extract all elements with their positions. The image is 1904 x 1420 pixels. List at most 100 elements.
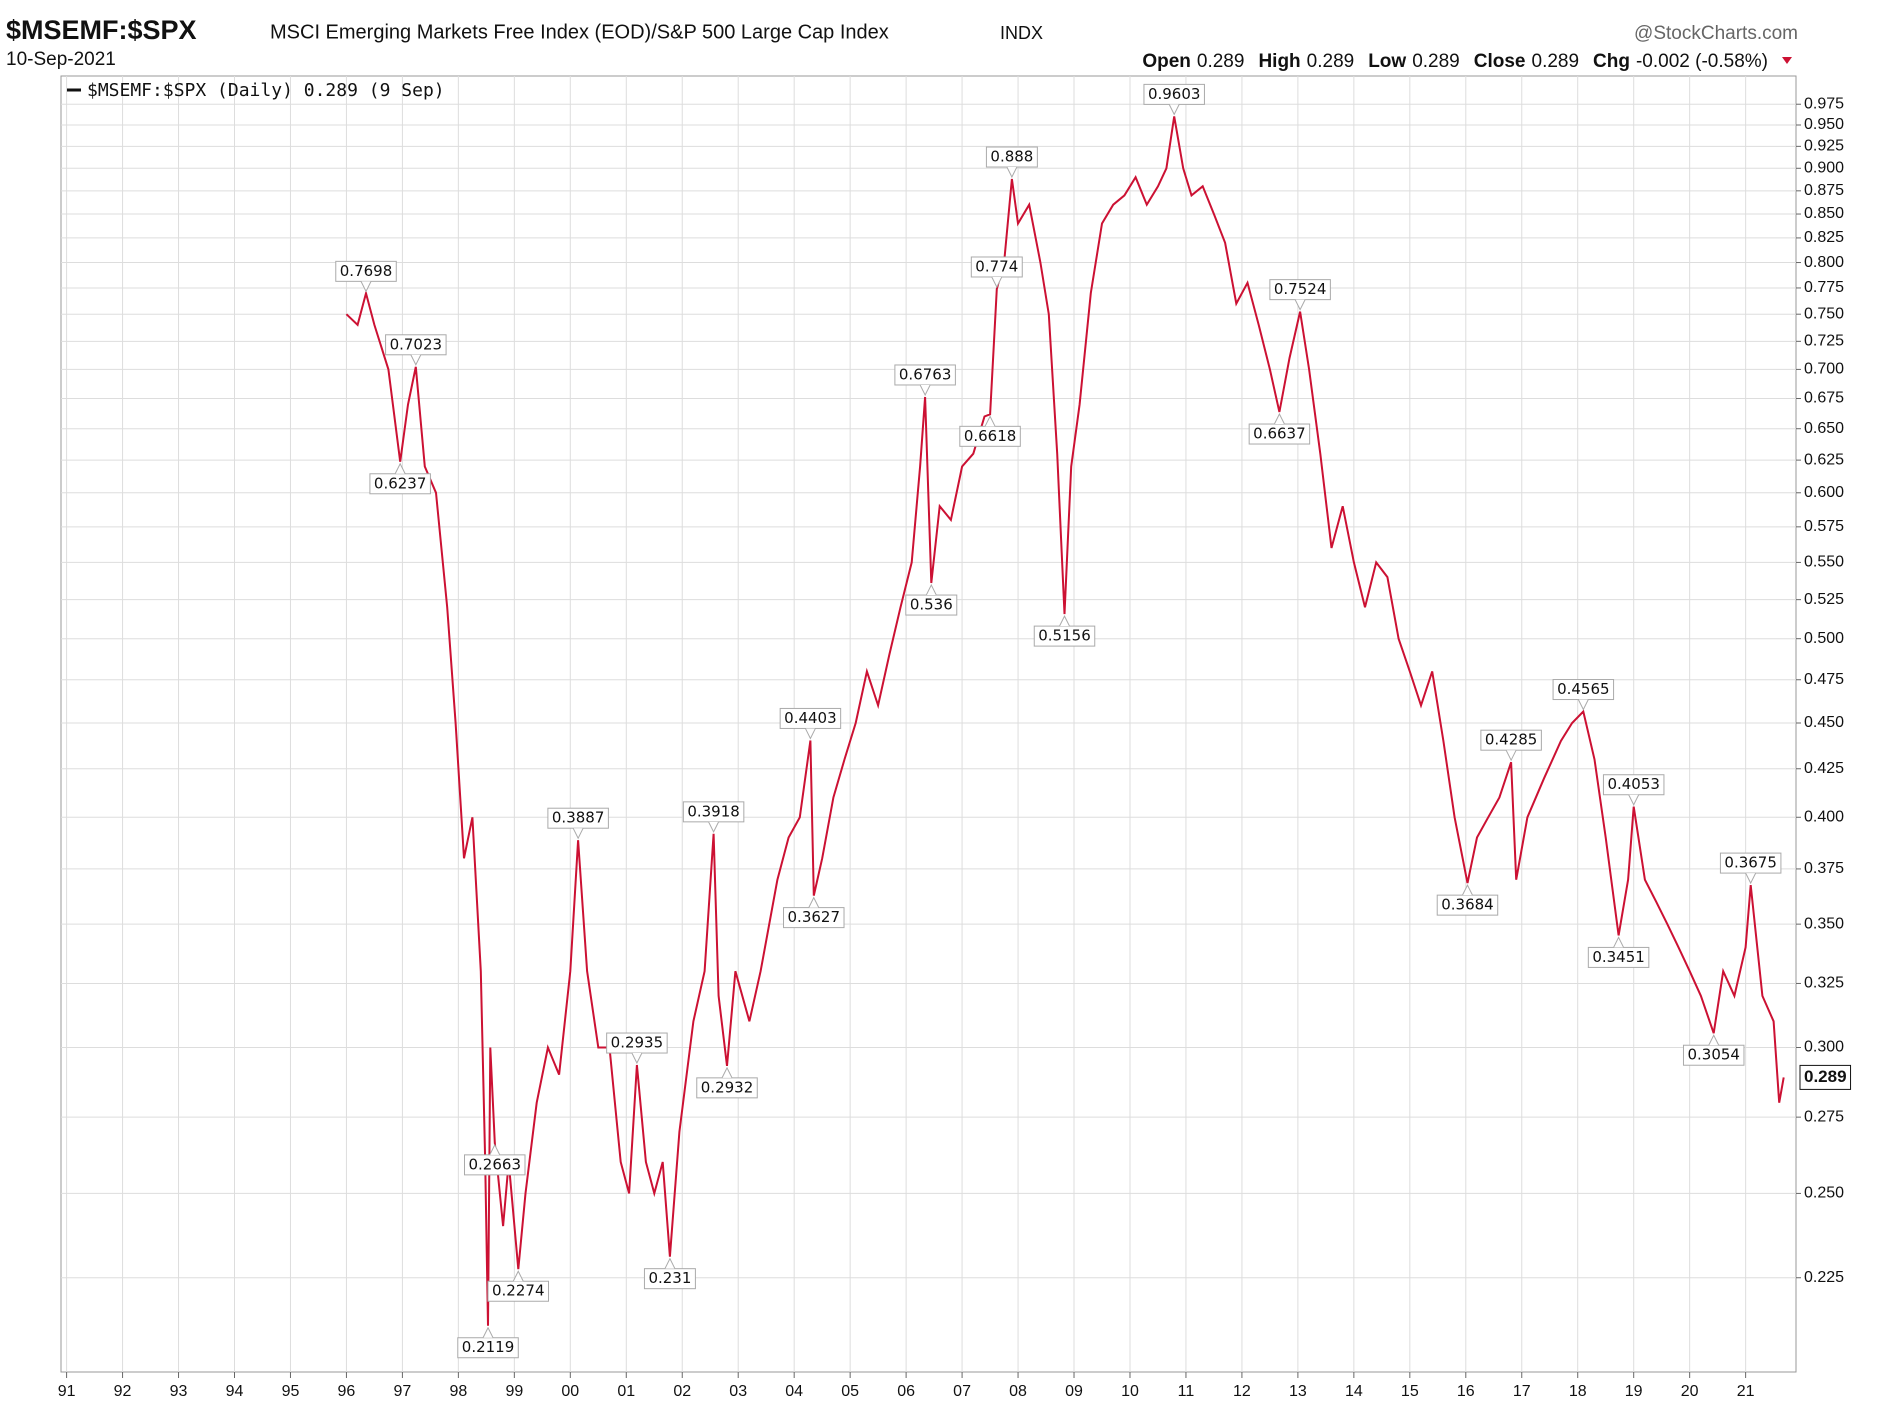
- annotation-pointer: [1168, 104, 1180, 116]
- annotation: 0.7023: [385, 334, 447, 366]
- annotation: 0.231: [643, 1257, 696, 1290]
- x-tick-label: 02: [673, 1383, 691, 1400]
- annotation: 0.6637: [1248, 412, 1311, 445]
- y-tick-label: 0.450: [1804, 714, 1844, 731]
- y-tick-label: 0.600: [1804, 484, 1844, 501]
- annotation-label: 0.6618: [964, 427, 1017, 445]
- annotation-pointer: [919, 384, 931, 397]
- annotation-pointer: [410, 354, 422, 366]
- y-tick-label: 0.250: [1804, 1185, 1844, 1202]
- x-tick-label: 99: [505, 1383, 523, 1400]
- annotation-label: 0.3684: [1441, 896, 1494, 914]
- annotation-pointer: [572, 827, 584, 840]
- annotation: 0.3684: [1436, 884, 1499, 916]
- y-tick-label: 0.875: [1804, 182, 1844, 199]
- y-tick-label: 0.650: [1804, 420, 1844, 437]
- annotation-label: 0.888: [990, 148, 1033, 166]
- annotation-label: 0.3054: [1687, 1046, 1740, 1064]
- x-tick-label: 97: [394, 1383, 412, 1400]
- annotation-pointer: [1577, 699, 1589, 711]
- quote-label: Open: [1142, 51, 1191, 72]
- y-tick-label: 0.300: [1804, 1039, 1844, 1056]
- annotation-pointer: [1462, 884, 1473, 896]
- y-tick-label: 0.225: [1804, 1269, 1844, 1286]
- y-tick-label: 0.475: [1804, 671, 1844, 688]
- annotation-label: 0.4403: [784, 709, 837, 727]
- y-tick-label: 0.700: [1804, 361, 1844, 378]
- annotation-pointer: [708, 821, 720, 833]
- annotation-label: 0.3887: [552, 809, 605, 827]
- y-tick-label: 0.800: [1804, 254, 1844, 271]
- change-arrow: [1782, 57, 1792, 64]
- annotation-label: 0.3918: [687, 802, 740, 820]
- annotation: 0.7524: [1269, 279, 1331, 311]
- quote-change: -0.002 (-0.58%): [1636, 51, 1768, 72]
- annotation: 0.3054: [1682, 1034, 1745, 1066]
- annotation: 0.7698: [335, 260, 397, 293]
- annotation-pointer: [512, 1270, 524, 1282]
- annotation: 0.6618: [959, 415, 1021, 447]
- x-tick-label: 05: [841, 1383, 859, 1400]
- legend-label: $MSEMF:$SPX (Daily) 0.289 (9 Sep): [87, 80, 445, 101]
- x-tick-label: 16: [1457, 1383, 1475, 1400]
- annotation-pointer: [1628, 794, 1640, 806]
- annotation: 0.3675: [1719, 852, 1782, 885]
- annotation-label: 0.3675: [1724, 854, 1777, 872]
- quote-label: Chg: [1593, 51, 1630, 72]
- annotation-label: 0.4285: [1485, 731, 1538, 749]
- y-tick-label: 0.775: [1804, 279, 1844, 296]
- annotation: 0.888: [985, 146, 1038, 179]
- annotation: 0.6763: [894, 364, 956, 397]
- quote-label: Close: [1474, 51, 1526, 72]
- last-value: 0.289: [1799, 1064, 1852, 1090]
- annotation-pointer: [808, 896, 820, 908]
- annotation-label: 0.7524: [1274, 280, 1327, 298]
- y-tick-label: 0.500: [1804, 630, 1844, 647]
- annotation-label: 0.774: [975, 257, 1018, 275]
- x-tick-label: 11: [1178, 1383, 1195, 1400]
- annotation-pointer: [1294, 299, 1306, 311]
- y-tick-label: 0.400: [1804, 808, 1844, 825]
- y-tick-label: 0.375: [1804, 860, 1844, 877]
- annotation: 0.774: [970, 256, 1023, 289]
- x-tick-label: 21: [1737, 1383, 1755, 1400]
- x-tick-label: 18: [1569, 1383, 1587, 1400]
- x-tick-label: 04: [785, 1383, 803, 1400]
- x-tick-label: 09: [1065, 1383, 1083, 1400]
- quote-label: Low: [1368, 51, 1406, 72]
- x-tick-label: 96: [338, 1383, 356, 1400]
- annotation-label: 0.2932: [701, 1078, 754, 1096]
- y-tick-label: 0.525: [1804, 591, 1844, 608]
- annotation-pointer: [1745, 872, 1757, 885]
- annotation-label: 0.3451: [1592, 948, 1645, 966]
- annotation: 0.536: [905, 583, 958, 616]
- annotation: 0.2663: [464, 1143, 526, 1176]
- annotation: 0.4285: [1480, 729, 1542, 762]
- y-tick-label: 0.725: [1804, 333, 1844, 350]
- annotation-pointer: [721, 1066, 733, 1079]
- y-tick-label: 0.425: [1804, 760, 1844, 777]
- annotation-pointer: [489, 1143, 501, 1156]
- annotation-label: 0.9603: [1148, 85, 1201, 103]
- annotation: 0.3627: [783, 896, 845, 929]
- x-tick-label: 93: [170, 1383, 188, 1400]
- annotation-label: 0.4565: [1557, 680, 1610, 698]
- plot-area: [60, 75, 1797, 1373]
- y-tick-label: 0.925: [1804, 138, 1844, 155]
- annotation-label: 0.2274: [492, 1282, 545, 1300]
- annotation-pointer: [394, 462, 406, 474]
- annotation-label: 0.2663: [469, 1155, 522, 1173]
- x-tick-label: 01: [617, 1383, 635, 1400]
- annotation-label: 0.536: [910, 596, 953, 614]
- annotation-label: 0.6637: [1253, 425, 1306, 443]
- x-tick-label: 07: [953, 1383, 971, 1400]
- annotation-label: 0.2935: [611, 1034, 664, 1052]
- annotation: 0.2932: [696, 1066, 758, 1099]
- symbol: $MSEMF:$SPX: [6, 15, 197, 45]
- annotation-pointer: [1613, 936, 1625, 948]
- annotation-pointer: [664, 1257, 676, 1269]
- source: @StockCharts.com: [1634, 23, 1798, 44]
- annotation: 0.9603: [1143, 83, 1205, 116]
- x-tick-label: 06: [897, 1383, 915, 1400]
- annotation: 0.3918: [682, 801, 745, 833]
